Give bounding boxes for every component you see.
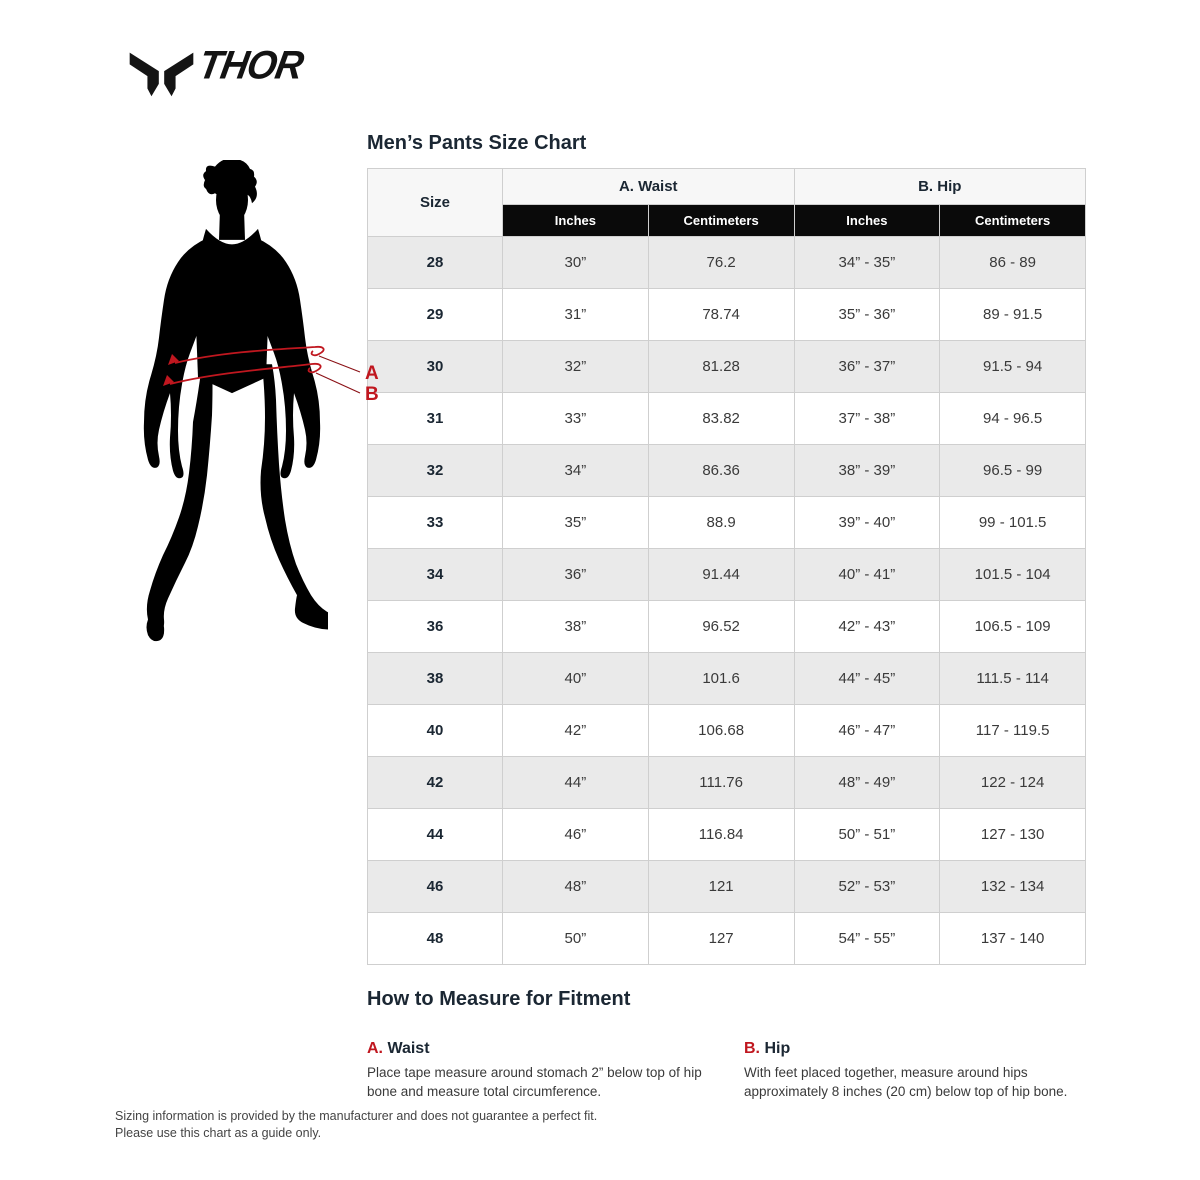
svg-text:A: A [365,363,379,384]
svg-text:B: B [365,384,379,405]
